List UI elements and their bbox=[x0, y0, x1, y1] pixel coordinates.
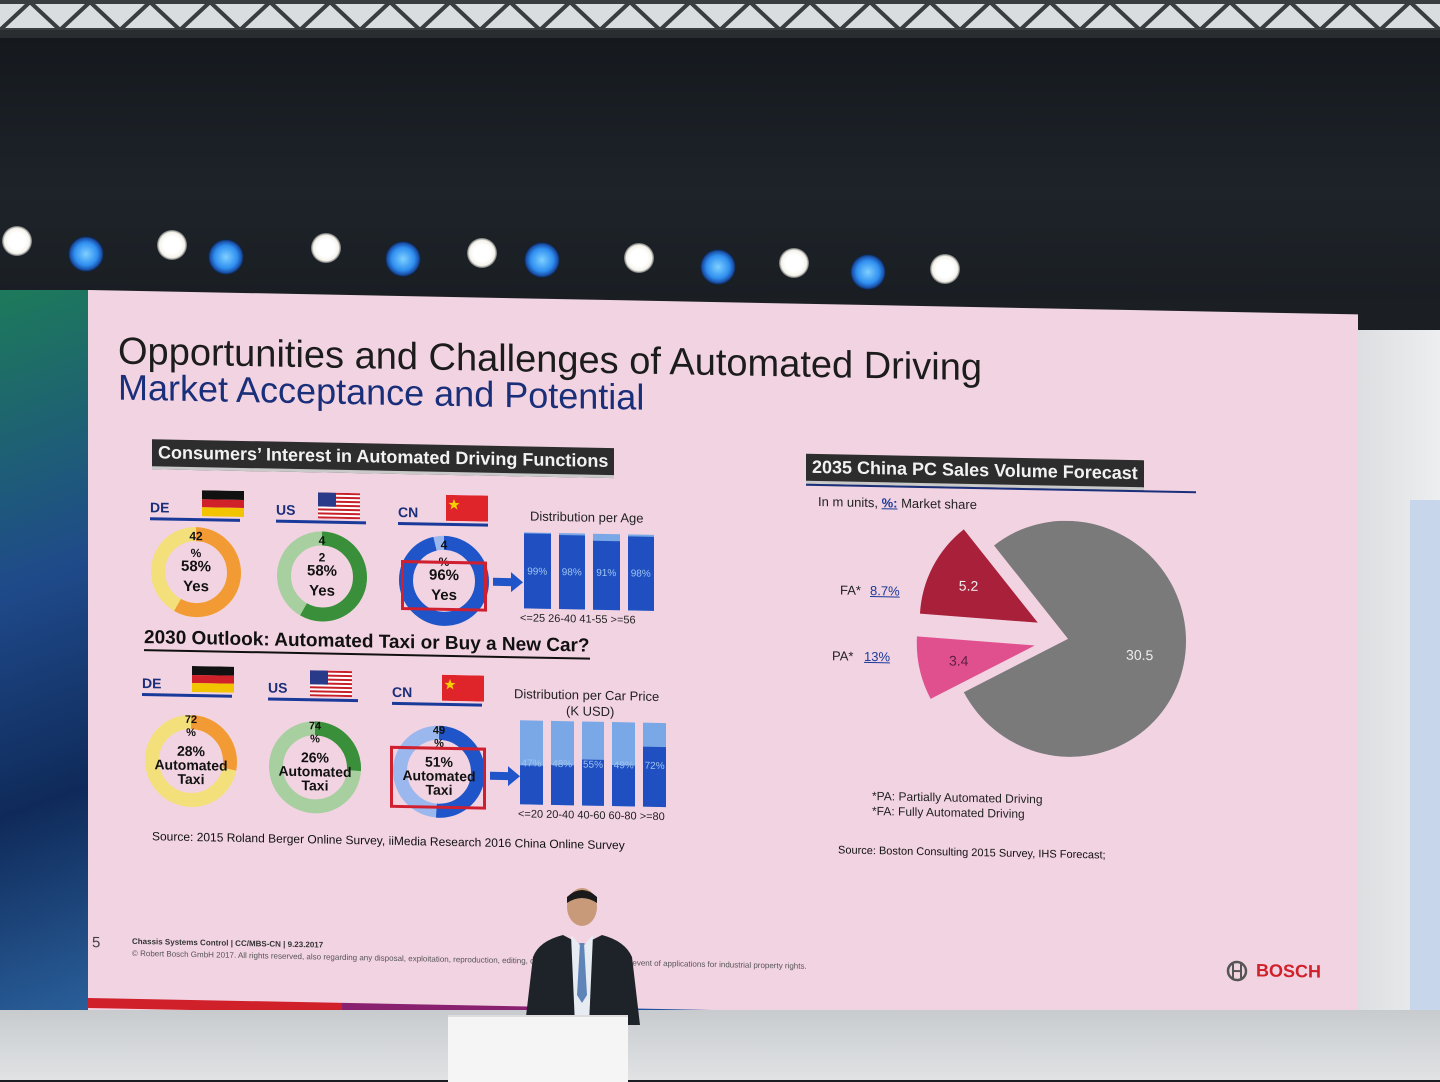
forecast-units-pct: %: bbox=[882, 495, 898, 510]
highlight-box-cn-taxi bbox=[390, 746, 486, 810]
stage-light bbox=[700, 249, 736, 285]
source-left: Source: 2015 Roland Berger Online Survey… bbox=[152, 829, 625, 852]
dist-age-title: Distribution per Age bbox=[530, 508, 643, 525]
pie-chart: 3.4 5.2 30.5 bbox=[888, 517, 1188, 783]
dist-bar-fill bbox=[551, 765, 574, 806]
flag-us-icon bbox=[310, 670, 352, 697]
dist-age-axis: <=25 26-40 41-55 >=56 bbox=[520, 612, 636, 626]
footer-department: Chassis Systems Control | CC/MBS-CN | 9.… bbox=[132, 937, 323, 950]
flag-us-icon bbox=[318, 492, 360, 519]
stage-light bbox=[68, 236, 104, 272]
dist-bar: 48% bbox=[551, 721, 574, 805]
flag-de-icon bbox=[192, 666, 234, 693]
dist-price-bars: 47% 48% 55% 49% 72% bbox=[520, 720, 666, 807]
pie-slice-rest bbox=[964, 519, 1186, 759]
dist-price-title: Distribution per Car Price bbox=[514, 686, 659, 704]
forecast-units: In m units, %: Market share bbox=[818, 494, 977, 512]
dist-bar: 72% bbox=[643, 723, 666, 807]
stage-light bbox=[930, 254, 960, 284]
bosch-brand: BOSCH bbox=[1256, 960, 1321, 982]
stage-light bbox=[850, 254, 886, 290]
source-right: Source: Boston Consulting 2015 Survey, I… bbox=[838, 844, 1106, 861]
page-number: 5 bbox=[92, 934, 100, 951]
dist-bar-label: 98% bbox=[559, 567, 586, 579]
dist-bar: 49% bbox=[612, 722, 635, 806]
flag-cn-icon bbox=[446, 495, 488, 522]
dist-bar: 98% bbox=[628, 534, 655, 611]
pa-label: PA* bbox=[832, 648, 853, 663]
stage-backdrop-left bbox=[0, 290, 95, 1010]
fa-label: FA* bbox=[840, 582, 861, 597]
section-header-2030-outlook: 2030 Outlook: Automated Taxi or Buy a Ne… bbox=[144, 627, 590, 660]
stage-light bbox=[779, 248, 809, 278]
footer-copyright: © Robert Bosch GmbH 2017. All rights res… bbox=[132, 949, 807, 971]
donut-de-taxi-other-pct: 72 % bbox=[142, 713, 240, 741]
truss-frame bbox=[0, 0, 1440, 38]
dist-bar-label: 49% bbox=[612, 760, 635, 771]
donut-us-taxi-sub2: Taxi bbox=[266, 777, 364, 793]
dist-bar: 91% bbox=[593, 534, 620, 611]
donut-de-sub: Yes bbox=[148, 577, 244, 596]
stage-light bbox=[208, 239, 244, 275]
stage-light bbox=[311, 233, 341, 263]
fa-share: 8.7% bbox=[870, 583, 900, 599]
dist-bar: 55% bbox=[582, 721, 605, 805]
dist-bar-fill bbox=[520, 765, 543, 805]
section-header-consumer-interest: Consumers’ Interest in Automated Driving… bbox=[152, 439, 614, 478]
arrow-right-icon bbox=[490, 764, 522, 789]
stage-light bbox=[524, 242, 560, 278]
stage-light bbox=[467, 238, 497, 268]
projection-screen: Opportunities and Challenges of Automate… bbox=[88, 290, 1358, 1034]
pie-value-label: 30.5 bbox=[1126, 647, 1153, 664]
dist-bar-label: 55% bbox=[582, 759, 605, 770]
highlight-box-cn-interest bbox=[401, 560, 487, 612]
dist-bar-label: 98% bbox=[628, 569, 655, 581]
arrow-right-icon bbox=[493, 570, 525, 595]
pie-value-label: 3.4 bbox=[949, 652, 969, 668]
note-fa: *FA: Fully Automated Driving bbox=[872, 804, 1025, 821]
dist-bar-label: 47% bbox=[520, 758, 543, 769]
podium bbox=[448, 1015, 628, 1082]
bosch-logo-icon bbox=[1226, 960, 1248, 982]
dist-bar-label: 91% bbox=[593, 568, 620, 580]
donut-us-sub: Yes bbox=[274, 582, 370, 601]
forecast-units-suffix: Market share bbox=[897, 496, 976, 513]
stage-wall-right-edge bbox=[1410, 500, 1440, 1020]
dist-bar: 98% bbox=[559, 533, 586, 610]
dist-age-bars: 99% 98% 91% 98% bbox=[524, 532, 654, 610]
dist-bar-label: 48% bbox=[551, 759, 574, 770]
stage-light bbox=[2, 226, 32, 256]
slide-subtitle: Market Acceptance and Potential bbox=[118, 367, 644, 419]
dist-bar: 47% bbox=[520, 720, 543, 804]
dist-price-unit: (K USD) bbox=[566, 703, 614, 719]
dist-bar-label: 99% bbox=[524, 567, 551, 579]
speaker bbox=[525, 885, 640, 1025]
stage-truss bbox=[0, 0, 1440, 38]
dist-bar: 99% bbox=[524, 532, 551, 609]
donut-us-taxi-other-pct: 74 % bbox=[266, 719, 364, 747]
forecast-units-prefix: In m units, bbox=[818, 494, 882, 510]
flag-cn-icon bbox=[442, 675, 484, 702]
donut-de-taxi-sub2: Taxi bbox=[142, 771, 240, 787]
stage-light bbox=[624, 243, 654, 273]
dist-bar-label: 72% bbox=[643, 760, 666, 771]
pie-value-label: 5.2 bbox=[959, 578, 979, 594]
stage-light bbox=[157, 230, 187, 260]
pa-share: 13% bbox=[864, 649, 890, 664]
stage-light bbox=[385, 241, 421, 277]
flag-de-icon bbox=[202, 490, 244, 517]
donut-de-main-pct: 58% bbox=[148, 557, 244, 576]
dist-price-axis: <=20 20-40 40-60 60-80 >=80 bbox=[518, 808, 665, 823]
stage-floor bbox=[0, 1010, 1440, 1080]
donut-us-main-pct: 58% bbox=[274, 562, 370, 581]
dist-bar-fill bbox=[643, 746, 666, 807]
